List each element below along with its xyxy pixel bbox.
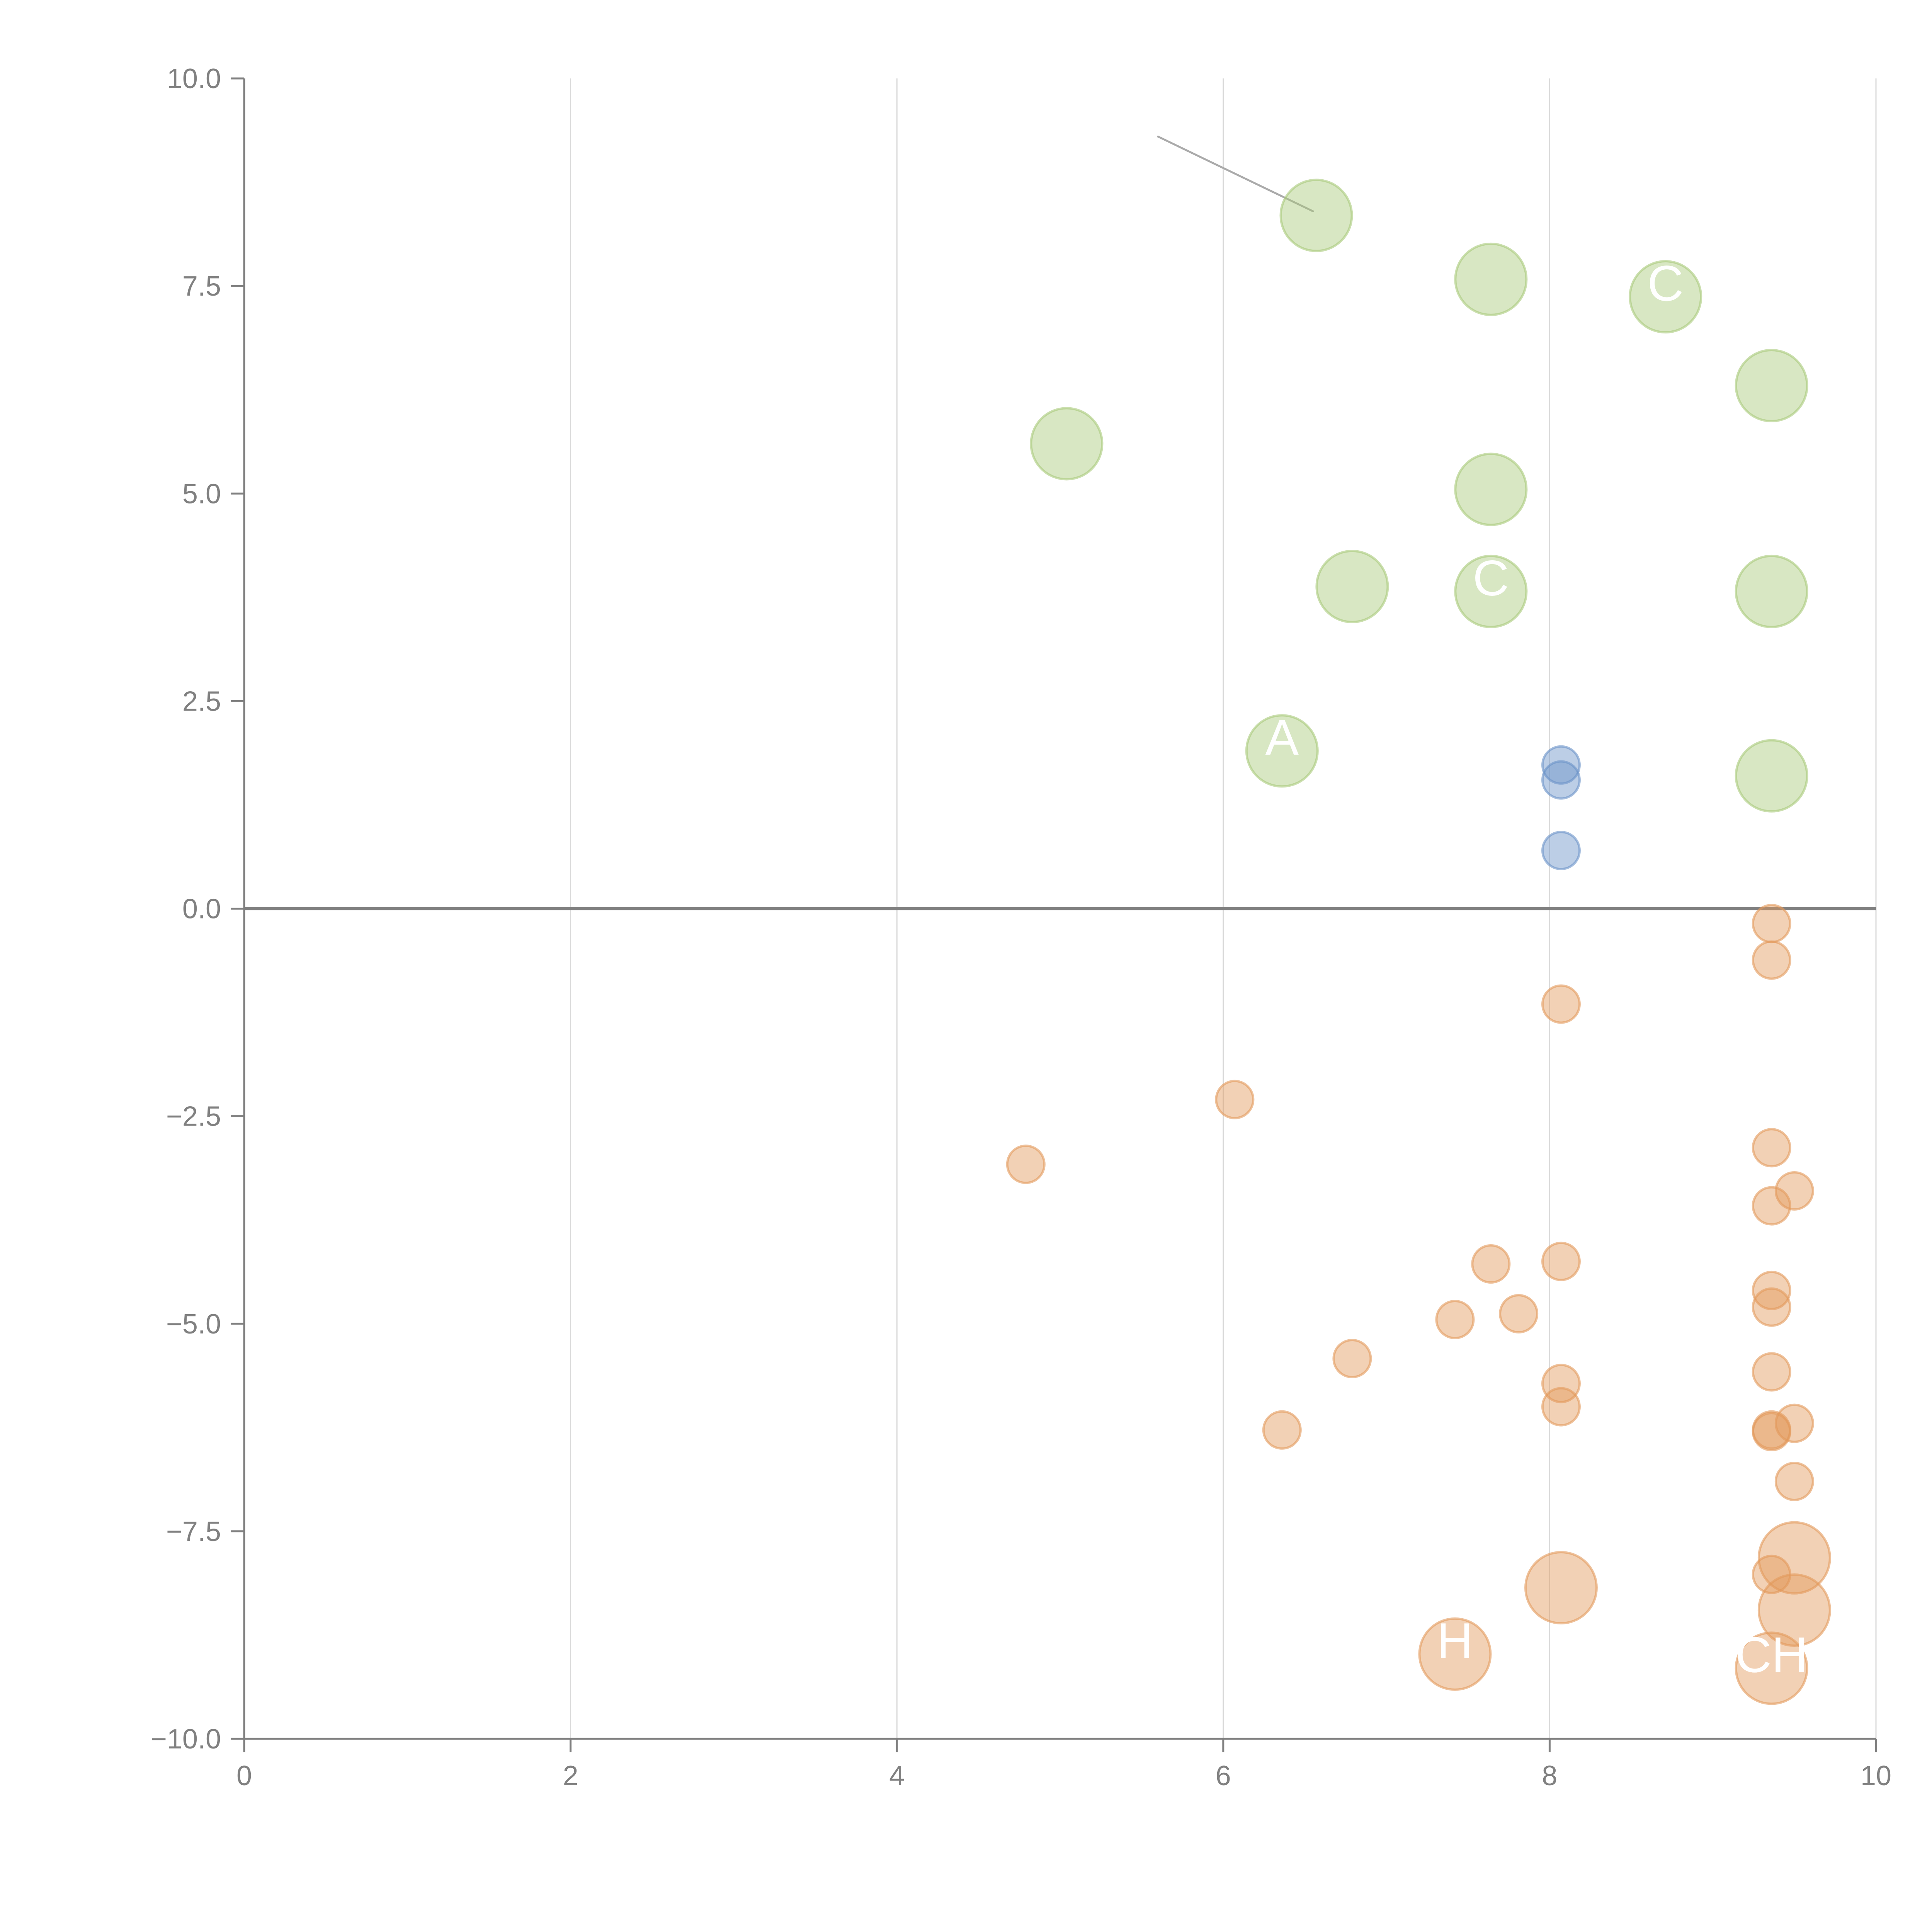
bubble-orange [1499, 1294, 1539, 1333]
x-tick-label: 10 [1861, 1760, 1891, 1791]
bubble-green [1245, 714, 1319, 788]
bubble-label: H [1437, 1612, 1473, 1669]
bubble-orange [1471, 1244, 1511, 1284]
bubble-label: A [1265, 709, 1299, 765]
leader-line [1157, 135, 1314, 213]
y-tick-label: 0.0 [182, 894, 221, 925]
x-tick-label: 6 [1216, 1760, 1231, 1791]
bubble-orange-large [1757, 1573, 1831, 1647]
bubble-orange [1332, 1338, 1372, 1378]
bubble-orange [1262, 1410, 1302, 1450]
bubble-green [1279, 179, 1353, 252]
bubble-green [1629, 260, 1702, 334]
bubble-blue [1541, 760, 1581, 800]
bubble-orange [1752, 1412, 1791, 1452]
bubble-orange [1541, 1242, 1581, 1281]
bubble-green [1735, 554, 1808, 628]
bubble-green [1030, 407, 1104, 481]
bubble-orange-large [1735, 1631, 1808, 1705]
leader-lines [1157, 135, 1314, 213]
bubble-orange [1752, 1352, 1791, 1392]
bubble-green [1735, 349, 1808, 422]
bubble-label: C [1647, 255, 1684, 311]
x-tick-label: 4 [889, 1760, 905, 1791]
y-tick-label: −5.0 [166, 1309, 221, 1340]
bubble-orange [1774, 1171, 1814, 1211]
bubble-orange-large [1524, 1551, 1598, 1624]
bubble-green [1454, 242, 1528, 316]
bubble-orange [1752, 1128, 1791, 1168]
bubble-orange [1435, 1300, 1475, 1340]
y-tick-label: −10.0 [151, 1724, 221, 1755]
bubble-orange-large [1757, 1521, 1831, 1595]
y-tick-label: 2.5 [182, 686, 221, 717]
bubble-label: C [1473, 550, 1509, 606]
bubble-orange [1541, 1387, 1581, 1427]
bubble-orange [1541, 1364, 1581, 1403]
y-tick-label: 7.5 [182, 271, 221, 302]
bubble-labels: A C CH H C [1265, 255, 1808, 1683]
x-tick-label: 0 [236, 1760, 252, 1791]
axes: 10.0 7.5 5.0 2.5 0.0 −2.5 −5.0 −7.5 −10.0 0 2 4 6 8 10 [151, 63, 1891, 1791]
bubble-orange [1006, 1145, 1046, 1184]
bubble-orange-large [1418, 1617, 1492, 1691]
bubble-orange [1752, 1186, 1791, 1226]
bubble-green [1454, 452, 1528, 526]
y-tick-label: −2.5 [166, 1101, 221, 1132]
x-tick-label: 8 [1542, 1760, 1557, 1791]
bubble-green [1454, 554, 1528, 628]
bubble-orange [1752, 940, 1791, 980]
bubble-orange [1215, 1080, 1255, 1119]
y-tick-label: 5.0 [182, 478, 221, 509]
bubble-orange [1752, 904, 1791, 944]
y-tick-label: 10.0 [167, 63, 221, 94]
bubble-orange [1752, 1270, 1791, 1310]
bubble-label: CH [1735, 1626, 1808, 1683]
x-tick-label: 2 [563, 1760, 578, 1791]
bubble-blue [1541, 745, 1581, 785]
bubbles [1006, 179, 1831, 1705]
bubble-green [1735, 739, 1808, 813]
bubble-orange [1774, 1403, 1814, 1443]
bubble-orange [1541, 984, 1581, 1024]
bubble-blue [1541, 831, 1581, 871]
y-tick-label: −7.5 [166, 1516, 221, 1547]
bubble-orange [1752, 1287, 1791, 1327]
bubble-orange [1774, 1461, 1814, 1501]
bubble-green [1315, 549, 1389, 623]
